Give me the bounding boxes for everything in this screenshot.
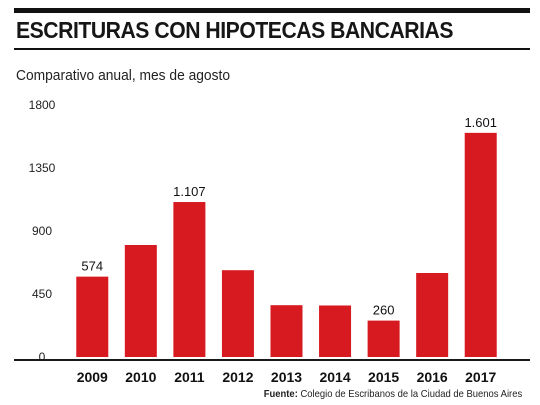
bar (367, 320, 400, 357)
bar (464, 132, 497, 357)
bar (221, 270, 254, 357)
bar (319, 305, 352, 357)
data-label: 1.107 (173, 184, 206, 199)
x-tick-label: 2012 (222, 369, 253, 385)
bar (124, 245, 157, 357)
data-label: 260 (373, 303, 395, 318)
x-tick-label: 2013 (271, 369, 302, 385)
bar (416, 273, 449, 357)
source-label: Fuente: (263, 388, 298, 400)
top-rule (14, 8, 530, 13)
x-tick-label: 2011 (174, 369, 205, 385)
y-tick-label: 1800 (29, 98, 56, 112)
data-label: 574 (81, 259, 103, 274)
bar (173, 202, 206, 357)
data-label: 1.601 (464, 115, 497, 130)
x-tick-label: 2014 (319, 369, 350, 385)
x-tick-label: 2016 (417, 369, 448, 385)
x-tick-label: 2010 (125, 369, 156, 385)
x-tick-label: 2009 (77, 369, 108, 385)
bar (76, 276, 109, 357)
title-rule (14, 48, 530, 50)
y-tick-label: 1350 (29, 161, 56, 175)
chart-subtitle: Comparativo anual, mes de agosto (16, 67, 231, 84)
y-tick-label: 900 (32, 224, 52, 238)
source-note: Fuente: Colegio de Escribanos de la Ciud… (264, 388, 522, 400)
chart-title: ESCRITURAS CON HIPOTECAS BANCARIAS (16, 17, 453, 43)
x-tick-label: 2017 (465, 369, 496, 385)
bar (270, 305, 303, 357)
y-tick-label: 450 (32, 287, 52, 301)
y-tick-label: 0 (39, 350, 46, 364)
x-tick-label: 2015 (368, 369, 399, 385)
source-text: Colegio de Escribanos de la Ciudad de Bu… (300, 388, 522, 400)
